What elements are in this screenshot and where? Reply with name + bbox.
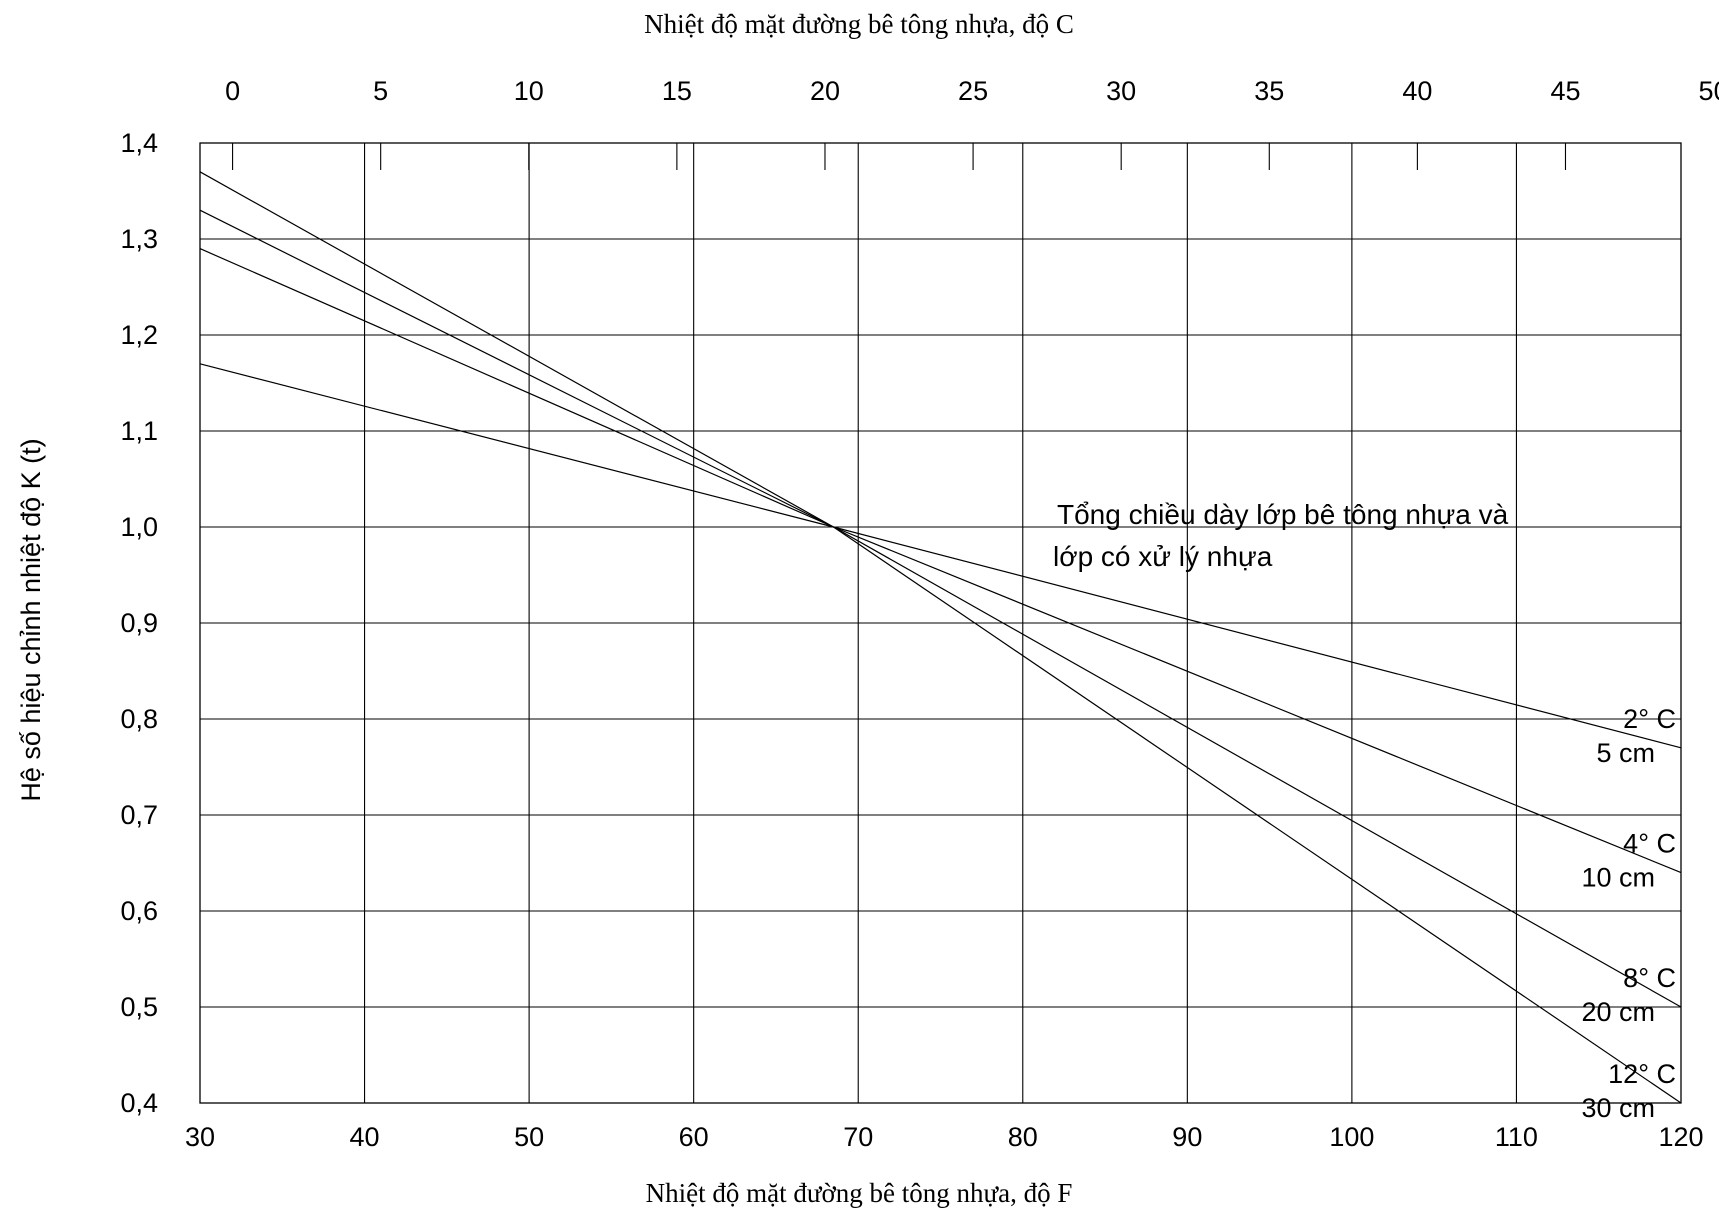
series-label-thickness: 30 cm [1581, 1093, 1655, 1123]
x-axis-tick-label: 80 [1008, 1122, 1038, 1152]
vertical-gridlines [364, 143, 1517, 1103]
x-axis-title: Nhiệt độ mặt đường bê tông nhựa, độ F [646, 1178, 1073, 1208]
x-axis-tick-label: 70 [843, 1122, 873, 1152]
top-axis-tick-label: 15 [662, 76, 692, 106]
series-label-temperature: 2° C [1623, 704, 1676, 734]
top-axis-title: Nhiệt độ mặt đường bê tông nhựa, độ C [644, 9, 1074, 39]
series-lines [199, 171, 1682, 1104]
y-axis-tick-label: 1,1 [120, 416, 158, 446]
series-labels: 2° C 5 cm 4° C 10 cm 8° C 20 cm 12° C 30 cm [1581, 704, 1676, 1123]
top-axis-tick-label: 20 [810, 76, 840, 106]
y-axis-tick-label: 1,0 [120, 512, 158, 542]
annotation-line-1: Tổng chiều dày lớp bê tông nhựa và [1057, 499, 1509, 530]
x-axis-tick-label: 60 [679, 1122, 709, 1152]
series-line [199, 171, 1682, 1104]
series-label-temperature: 4° C [1623, 829, 1676, 859]
y-axis-tick-label: 1,3 [120, 224, 158, 254]
x-axis-tick-label: 50 [514, 1122, 544, 1152]
y-axis-tick-label: 0,9 [120, 608, 158, 638]
top-axis-tick-label: 40 [1402, 76, 1432, 106]
x-axis-tick-label: 40 [350, 1122, 380, 1152]
y-axis-title: Hệ số hiệu chỉnh nhiệt độ K (t) [16, 438, 46, 801]
x-axis-tick-label: 100 [1329, 1122, 1374, 1152]
annotation-line-2: lớp có xử lý nhựa [1053, 541, 1273, 572]
top-axis-tick-labels: 0 5 10 15 20 25 30 35 40 45 50 [225, 76, 1719, 106]
y-axis-tick-label: 0,7 [120, 800, 158, 830]
y-axis-tick-label: 0,6 [120, 896, 158, 926]
series-label-temperature: 12° C [1608, 1059, 1676, 1089]
top-axis-ticks [232, 143, 1567, 170]
y-axis-tick-label: 1,4 [120, 128, 158, 158]
x-axis-tick-label: 30 [185, 1122, 215, 1152]
y-axis-tick-labels: 0,4 0,5 0,6 0,7 0,8 0,9 1,0 1,1 1,2 1,3 1,4 [120, 128, 158, 1118]
y-axis-tick-label: 0,8 [120, 704, 158, 734]
top-axis-tick-label: 50 [1699, 76, 1719, 106]
top-axis-tick-label: 10 [514, 76, 544, 106]
series-label-temperature: 8° C [1623, 963, 1676, 993]
x-axis-tick-label: 90 [1172, 1122, 1202, 1152]
x-axis-tick-labels: 30 40 50 60 70 80 90 100 110 120 [185, 1122, 1704, 1152]
horizontal-gridlines [200, 238, 1681, 1008]
x-axis-tick-label: 120 [1658, 1122, 1703, 1152]
top-axis-tick-label: 45 [1550, 76, 1580, 106]
y-axis-tick-label: 0,5 [120, 992, 158, 1022]
y-axis-tick-label: 0,4 [120, 1088, 158, 1118]
plot-frame [199, 142, 1682, 1104]
x-axis-tick-label: 110 [1495, 1122, 1538, 1152]
top-axis-tick-label: 35 [1254, 76, 1284, 106]
y-axis-tick-label: 1,2 [120, 320, 158, 350]
series-label-thickness: 10 cm [1581, 863, 1655, 893]
top-axis-tick-label: 0 [225, 76, 240, 106]
top-axis-tick-label: 30 [1106, 76, 1136, 106]
top-axis-tick-label: 25 [958, 76, 988, 106]
top-axis-tick-label: 5 [373, 76, 388, 106]
series-label-thickness: 5 cm [1596, 738, 1655, 768]
series-label-thickness: 20 cm [1581, 997, 1655, 1027]
